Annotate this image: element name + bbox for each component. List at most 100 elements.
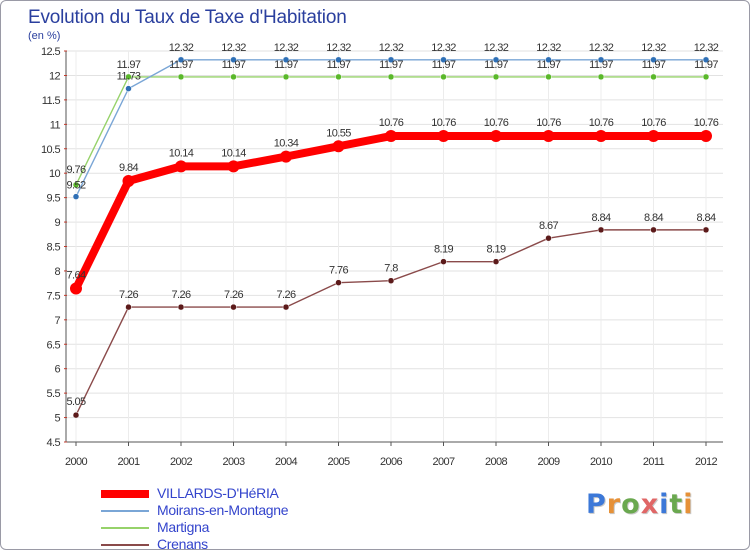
data-label: 11.97: [589, 59, 613, 71]
data-point: [282, 303, 290, 311]
data-point: [335, 279, 342, 286]
data-label: 7.26: [224, 289, 243, 301]
data-point: [542, 130, 555, 143]
data-label: 12.32: [274, 42, 299, 54]
data-point: [72, 193, 80, 200]
y-tick-label: 8.5: [47, 242, 61, 254]
y-tick-label: 12: [49, 70, 61, 82]
data-point: [282, 56, 290, 64]
data-label: 9.52: [66, 180, 85, 192]
grid-lines: [66, 50, 723, 443]
y-tick-label: 8: [54, 266, 60, 278]
data-point: [597, 73, 605, 81]
data-point: [282, 73, 290, 81]
y-tick-label: 4.5: [47, 437, 61, 449]
data-point: [177, 73, 185, 81]
data-point: [335, 56, 342, 64]
data-point: [440, 258, 447, 265]
data-point: [492, 73, 500, 81]
data-label: 11.97: [642, 59, 666, 71]
data-point: [650, 56, 657, 64]
x-tick-label: 2005: [327, 456, 350, 468]
x-tick-label: 2004: [275, 456, 298, 468]
data-label: 10.14: [221, 147, 246, 159]
data-point: [492, 56, 500, 64]
y-tick-label: 9.5: [47, 193, 61, 205]
x-tick-label: 2007: [432, 456, 455, 468]
data-label: 10.76: [379, 117, 404, 129]
x-axis-ticks: 2000 2001 2002 2003 2004 2005 2006 2007 2008 2009…: [65, 442, 718, 468]
x-tick-label: 2006: [380, 456, 403, 468]
legend-label: VILLARDS-D'HéRIA: [157, 485, 279, 501]
data-label: 12.32: [379, 42, 404, 54]
data-label: 11.97: [694, 59, 718, 71]
data-point: [122, 175, 135, 188]
data-label: 12.32: [694, 42, 719, 54]
data-point: [595, 130, 607, 143]
data-label: 11.97: [484, 59, 508, 71]
data-label: 8.19: [434, 244, 453, 256]
y-tick-label: 6: [54, 364, 60, 376]
x-tick-label: 2008: [485, 456, 508, 468]
data-point: [702, 73, 710, 81]
data-label: 12.32: [326, 42, 351, 54]
y-tick-label: 6.5: [47, 339, 61, 351]
y-axis-unit-label: (en %): [28, 30, 61, 42]
y-tick-label: 9: [54, 217, 60, 229]
legend-label: Crenans: [157, 536, 208, 550]
data-label: 7.26: [119, 289, 138, 301]
data-label: 11.97: [432, 59, 456, 71]
data-label: 10.76: [589, 117, 614, 129]
x-tick-label: 2011: [643, 456, 665, 468]
data-label: 12.32: [484, 42, 509, 54]
data-point: [437, 130, 450, 143]
data-point: [385, 130, 397, 143]
x-tick-label: 2009: [537, 456, 560, 468]
data-point: [492, 258, 500, 265]
data-label: 8.67: [539, 220, 558, 232]
logo-letter: i: [659, 489, 670, 520]
data-point: [647, 130, 660, 143]
data-point: [335, 73, 342, 81]
data-label: 11.97: [379, 59, 403, 71]
data-point: [545, 56, 552, 64]
data-label: 12.32: [169, 42, 194, 54]
x-tick-label: 2010: [590, 456, 613, 468]
y-tick-label: 11.5: [42, 95, 61, 107]
x-tick-label: 2002: [170, 456, 193, 468]
data-point: [387, 56, 395, 64]
series-group: [70, 56, 712, 419]
data-label: 9.84: [119, 162, 138, 174]
logo-letter: r: [606, 489, 622, 520]
data-label: 12.32: [641, 42, 666, 54]
data-label: 10.76: [694, 117, 719, 129]
y-tick-label: 5.5: [47, 388, 61, 400]
data-point: [227, 160, 240, 173]
data-label: 11.97: [327, 59, 351, 71]
x-tick-label: 2001: [117, 456, 140, 468]
data-label: 10.55: [326, 127, 351, 139]
data-label: 12.32: [589, 42, 614, 54]
data-label: 8.84: [591, 212, 610, 224]
y-tick-label: 10: [49, 168, 61, 180]
data-point: [702, 226, 710, 234]
data-point: [387, 277, 395, 284]
data-label: 12.32: [536, 42, 561, 54]
data-label: 11.97: [222, 59, 246, 71]
logo-letter: t: [669, 489, 684, 520]
y-tick-label: 11: [50, 119, 61, 131]
data-point: [545, 73, 552, 81]
data-point: [332, 140, 345, 153]
y-axis-ticks: 4.5 5 5.5 6 6.5 7 7.5 8 8.5 9 9.5 10 10.5 11 11.5 12 12.…: [41, 46, 67, 449]
data-label: 11.97: [169, 59, 193, 71]
legend-swatch: [101, 510, 149, 512]
data-label: 10.14: [169, 147, 194, 159]
data-point: [230, 303, 237, 311]
y-tick-label: 12.5: [41, 46, 60, 58]
data-label: 7.26: [276, 289, 295, 301]
data-point: [440, 56, 447, 64]
data-point: [597, 56, 605, 64]
data-point: [125, 303, 132, 311]
